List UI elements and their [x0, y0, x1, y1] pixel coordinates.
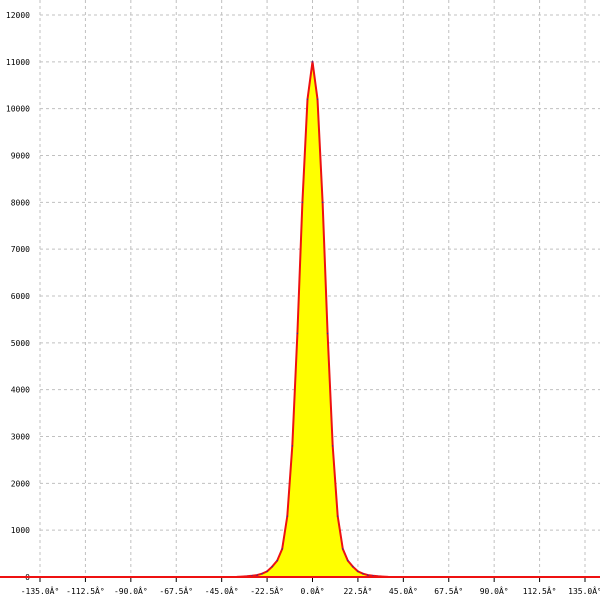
data-point — [326, 332, 329, 335]
y-tick-label: 8000 — [11, 198, 30, 207]
x-tick-label: 0.0Â° — [300, 585, 324, 596]
x-tick-label: -90.0Â° — [114, 585, 148, 596]
y-tick-label: 3000 — [11, 433, 30, 442]
data-point — [261, 572, 263, 575]
y-tick-label: 7000 — [11, 245, 30, 254]
data-point — [256, 574, 258, 576]
data-point — [336, 515, 339, 517]
data-point — [286, 515, 289, 517]
area-fill — [231, 61, 394, 578]
y-tick-label: 12000 — [6, 11, 30, 20]
data-point — [367, 574, 369, 576]
x-tick-label: -22.5Â° — [250, 585, 284, 596]
data-point — [306, 98, 309, 101]
y-tick-label: 6000 — [11, 292, 30, 301]
data-point — [301, 201, 304, 204]
data-point — [352, 565, 354, 568]
data-point — [341, 548, 344, 550]
x-tick-label: -45.0Â° — [205, 585, 239, 596]
y-tick-label: 11000 — [6, 58, 30, 67]
data-point — [291, 445, 294, 447]
x-tick-label: 112.5Â° — [523, 585, 557, 596]
data-point — [281, 548, 284, 550]
x-tick-label: -112.5Â° — [66, 585, 105, 596]
y-tick-label: 4000 — [11, 386, 30, 395]
data-point — [362, 572, 364, 575]
x-tick-label: 22.5Â° — [343, 585, 372, 596]
data-point — [266, 570, 268, 573]
series — [0, 60, 600, 578]
y-tick-label: 5000 — [11, 339, 30, 348]
data-point — [276, 559, 278, 562]
x-tick-label: 135.0Â° — [568, 585, 600, 596]
data-point — [321, 201, 324, 204]
x-tick-label: -67.5Â° — [159, 585, 193, 596]
x-axis-labels: -135.0Â° -112.5Â° -90.0Â° -67.5Â° -45.0Â° -22… — [21, 585, 600, 596]
x-tick-label: 67.5Â° — [434, 585, 463, 596]
data-point — [296, 332, 299, 335]
data-point — [331, 445, 334, 447]
data-point — [316, 98, 319, 101]
y-tick-label: 10000 — [6, 105, 30, 114]
y-tick-label: 1000 — [11, 526, 30, 535]
x-tick-label: -135.0Â° — [21, 585, 60, 596]
data-point — [271, 565, 273, 568]
data-point — [311, 61, 314, 63]
y-tick-label: 2000 — [11, 479, 30, 488]
data-point — [357, 570, 359, 573]
x-tick-label: 45.0Â° — [389, 585, 418, 596]
y-tick-label: 9000 — [11, 152, 30, 161]
x-tick-label: 90.0Â° — [480, 585, 509, 596]
y-axis-labels: 0100020003000400050006000700080009000100… — [6, 11, 30, 582]
data-point — [347, 559, 349, 562]
